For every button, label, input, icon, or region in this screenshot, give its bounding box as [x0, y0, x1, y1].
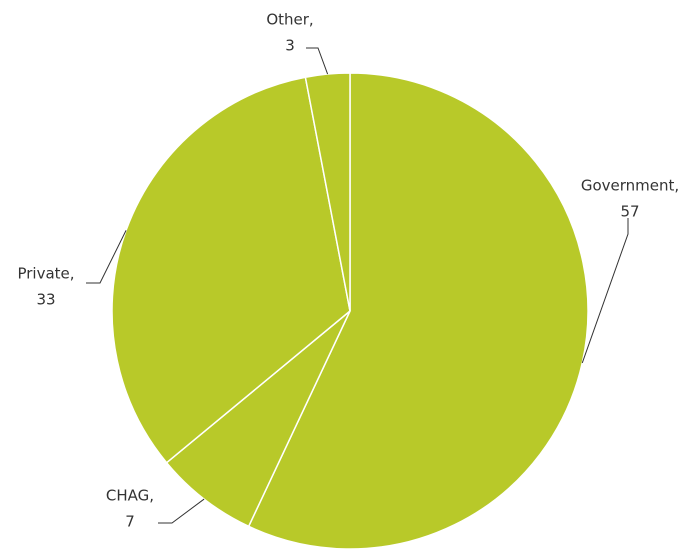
slice-value: 33: [36, 291, 55, 309]
pie-slice: [111, 76, 351, 464]
leader-line: [581, 218, 629, 364]
pie-slice: [165, 310, 351, 528]
leader-line: [158, 498, 205, 524]
leader-line: [86, 230, 127, 284]
slice-value: 3: [285, 37, 295, 55]
slice-value: 7: [125, 513, 135, 531]
slice-label: Private,: [17, 265, 74, 283]
pie-slice: [247, 72, 589, 550]
slice-label: Other,: [266, 11, 313, 29]
slice-value: 57: [620, 203, 639, 221]
slice-label: CHAG,: [106, 487, 154, 505]
leader-line: [306, 47, 329, 75]
slice-label: Government,: [581, 177, 679, 195]
